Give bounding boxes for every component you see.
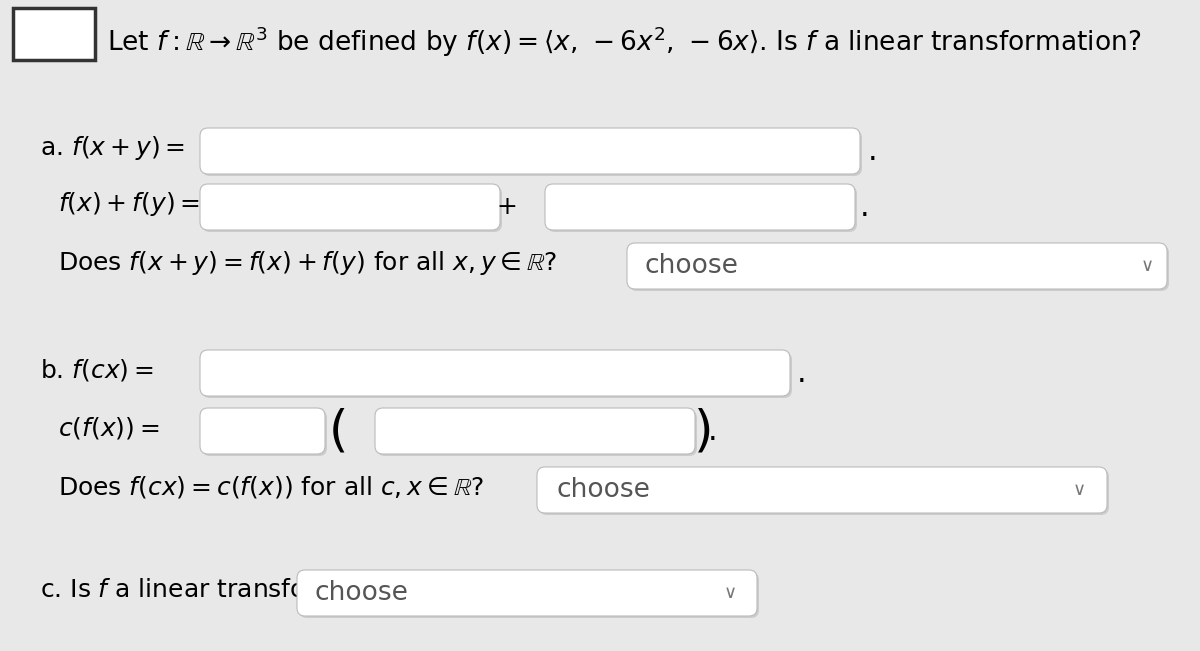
FancyBboxPatch shape xyxy=(202,352,792,398)
Text: Does $f(cx) = c(f(x))$ for all $c, x \in \mathbb{R}$?: Does $f(cx) = c(f(x))$ for all $c, x \in… xyxy=(58,474,484,500)
Text: choose: choose xyxy=(556,477,650,503)
FancyBboxPatch shape xyxy=(202,186,502,232)
FancyBboxPatch shape xyxy=(298,570,757,616)
FancyBboxPatch shape xyxy=(539,469,1109,515)
Text: $f(x) + f(y) =$: $f(x) + f(y) =$ xyxy=(58,190,200,218)
Text: $c(f(x)) =$: $c(f(x)) =$ xyxy=(58,415,160,441)
FancyBboxPatch shape xyxy=(628,243,1166,289)
FancyBboxPatch shape xyxy=(200,408,325,454)
Text: +: + xyxy=(497,195,517,219)
Text: ∨: ∨ xyxy=(1140,257,1153,275)
Text: choose: choose xyxy=(646,253,739,279)
Text: ∨: ∨ xyxy=(724,584,737,602)
FancyBboxPatch shape xyxy=(538,467,1108,513)
FancyBboxPatch shape xyxy=(200,350,790,396)
Text: c. Is $f$ a linear transformation?: c. Is $f$ a linear transformation? xyxy=(40,578,416,602)
FancyBboxPatch shape xyxy=(200,184,500,230)
Text: choose: choose xyxy=(314,580,409,606)
Text: a. $f(x + y) =$: a. $f(x + y) =$ xyxy=(40,134,185,162)
Text: .: . xyxy=(708,417,718,445)
FancyBboxPatch shape xyxy=(374,408,695,454)
FancyBboxPatch shape xyxy=(545,184,854,230)
Text: ): ) xyxy=(695,407,714,455)
Text: b. $f(cx) =$: b. $f(cx) =$ xyxy=(40,357,154,383)
FancyBboxPatch shape xyxy=(200,128,860,174)
Text: ∨: ∨ xyxy=(1073,481,1086,499)
Text: Let $f : \mathbb{R} \to \mathbb{R}^3$ be defined by $f(x) = \langle x,\,-6x^2,\,: Let $f : \mathbb{R} \to \mathbb{R}^3$ be… xyxy=(107,25,1141,59)
Text: .: . xyxy=(797,359,806,387)
Bar xyxy=(13,8,95,60)
Text: .: . xyxy=(868,137,877,165)
FancyBboxPatch shape xyxy=(547,186,857,232)
FancyBboxPatch shape xyxy=(202,130,862,176)
FancyBboxPatch shape xyxy=(299,572,760,618)
FancyBboxPatch shape xyxy=(629,245,1169,291)
Text: .: . xyxy=(860,193,870,221)
Text: (: ( xyxy=(329,407,348,455)
FancyBboxPatch shape xyxy=(377,410,697,456)
FancyBboxPatch shape xyxy=(202,410,326,456)
Text: Does $f(x + y) = f(x) + f(y)$ for all $x, y \in \mathbb{R}$?: Does $f(x + y) = f(x) + f(y)$ for all $x… xyxy=(58,249,557,277)
